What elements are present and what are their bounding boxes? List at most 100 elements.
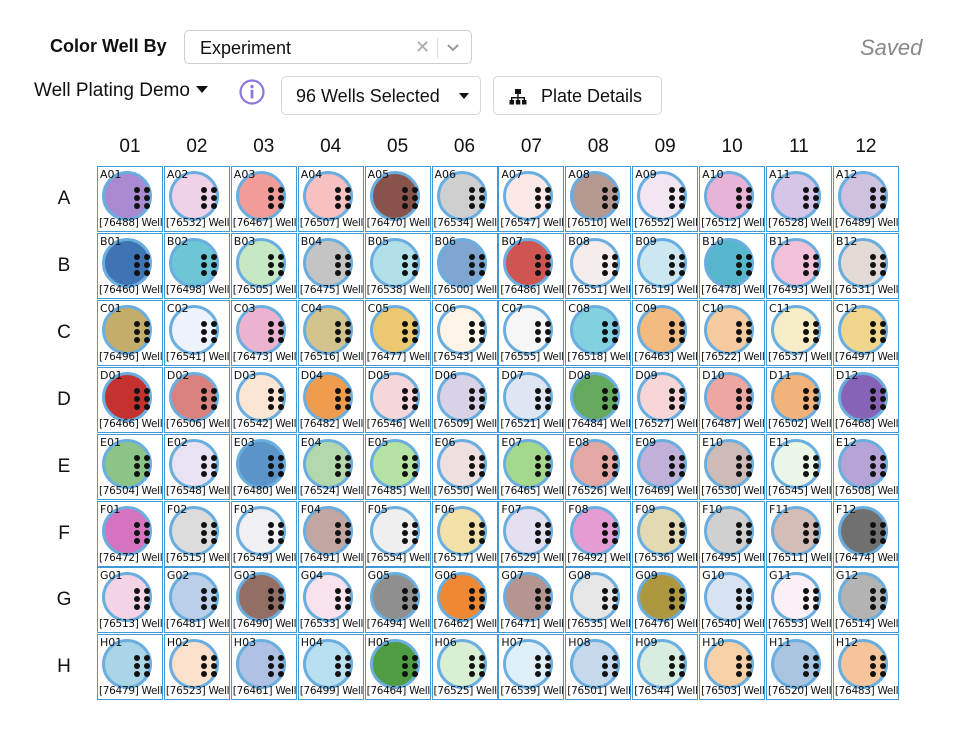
- drag-handle-icon[interactable]: [265, 320, 289, 344]
- well-cell[interactable]: G05 [76494] Well: [364, 567, 431, 634]
- well-cell[interactable]: B03 [76505] Well: [230, 232, 297, 299]
- drag-handle-icon[interactable]: [666, 253, 690, 277]
- well-cell[interactable]: E11 [76545] Well: [766, 433, 832, 500]
- well-cell[interactable]: A12 [76489] Well: [832, 166, 899, 232]
- drag-handle-icon[interactable]: [733, 587, 757, 611]
- well-cell[interactable]: A05 [76470] Well: [364, 166, 431, 232]
- drag-handle-icon[interactable]: [867, 654, 891, 678]
- drag-handle-icon[interactable]: [466, 521, 490, 545]
- well-cell[interactable]: G10 [76540] Well: [699, 567, 766, 634]
- drag-handle-icon[interactable]: [599, 454, 623, 478]
- well-cell[interactable]: E09 [76469] Well: [632, 433, 699, 500]
- well-cell[interactable]: E08 [76526] Well: [565, 433, 632, 500]
- drag-handle-icon[interactable]: [800, 387, 824, 411]
- well-cell[interactable]: F09 [76536] Well: [632, 500, 699, 567]
- well-cell[interactable]: F08 [76492] Well: [565, 500, 632, 567]
- drag-handle-icon[interactable]: [599, 186, 623, 210]
- drag-handle-icon[interactable]: [198, 521, 222, 545]
- drag-handle-icon[interactable]: [399, 387, 423, 411]
- well-cell[interactable]: E12 [76508] Well: [832, 433, 899, 500]
- well-cell[interactable]: E05 [76485] Well: [364, 433, 431, 500]
- well-cell[interactable]: F03 [76549] Well: [230, 500, 297, 567]
- drag-handle-icon[interactable]: [599, 387, 623, 411]
- caret-down-icon[interactable]: [196, 86, 208, 93]
- well-cell[interactable]: A06 [76534] Well: [431, 166, 498, 232]
- well-cell[interactable]: C08 [76518] Well: [565, 299, 632, 366]
- well-cell[interactable]: G12 [76514] Well: [832, 567, 899, 634]
- well-cell[interactable]: F12 [76474] Well: [832, 500, 899, 567]
- well-cell[interactable]: B09 [76519] Well: [632, 232, 699, 299]
- drag-handle-icon[interactable]: [532, 387, 556, 411]
- well-cell[interactable]: H12 [76483] Well: [832, 634, 899, 701]
- drag-handle-icon[interactable]: [532, 521, 556, 545]
- drag-handle-icon[interactable]: [332, 253, 356, 277]
- drag-handle-icon[interactable]: [399, 521, 423, 545]
- well-cell[interactable]: C05 [76477] Well: [364, 299, 431, 366]
- well-cell[interactable]: F02 [76515] Well: [163, 500, 230, 567]
- drag-handle-icon[interactable]: [867, 253, 891, 277]
- well-cell[interactable]: D11 [76502] Well: [766, 366, 832, 433]
- well-cell[interactable]: C12 [76497] Well: [832, 299, 899, 366]
- drag-handle-icon[interactable]: [867, 387, 891, 411]
- drag-handle-icon[interactable]: [733, 320, 757, 344]
- drag-handle-icon[interactable]: [131, 587, 155, 611]
- well-cell[interactable]: D12 [76468] Well: [832, 366, 899, 433]
- well-cell[interactable]: G03 [76490] Well: [230, 567, 297, 634]
- drag-handle-icon[interactable]: [800, 320, 824, 344]
- drag-handle-icon[interactable]: [399, 587, 423, 611]
- drag-handle-icon[interactable]: [198, 320, 222, 344]
- drag-handle-icon[interactable]: [198, 587, 222, 611]
- info-icon[interactable]: [238, 78, 266, 106]
- drag-handle-icon[interactable]: [131, 454, 155, 478]
- well-cell[interactable]: G01 [76513] Well: [97, 567, 163, 634]
- well-cell[interactable]: B12 [76531] Well: [832, 232, 899, 299]
- well-cell[interactable]: H11 [76520] Well: [766, 634, 832, 701]
- drag-handle-icon[interactable]: [867, 521, 891, 545]
- drag-handle-icon[interactable]: [800, 654, 824, 678]
- drag-handle-icon[interactable]: [532, 587, 556, 611]
- well-cell[interactable]: D03 [76542] Well: [230, 366, 297, 433]
- well-cell[interactable]: D08 [76484] Well: [565, 366, 632, 433]
- well-cell[interactable]: A01 [76488] Well: [97, 166, 163, 232]
- drag-handle-icon[interactable]: [733, 654, 757, 678]
- drag-handle-icon[interactable]: [532, 320, 556, 344]
- drag-handle-icon[interactable]: [131, 387, 155, 411]
- well-cell[interactable]: C06 [76543] Well: [431, 299, 498, 366]
- drag-handle-icon[interactable]: [265, 521, 289, 545]
- well-cell[interactable]: G07 [76471] Well: [498, 567, 565, 634]
- drag-handle-icon[interactable]: [733, 186, 757, 210]
- drag-handle-icon[interactable]: [332, 587, 356, 611]
- well-cell[interactable]: G06 [76462] Well: [431, 567, 498, 634]
- well-cell[interactable]: H02 [76523] Well: [163, 634, 230, 701]
- drag-handle-icon[interactable]: [332, 186, 356, 210]
- drag-handle-icon[interactable]: [733, 387, 757, 411]
- well-cell[interactable]: A11 [76528] Well: [766, 166, 832, 232]
- drag-handle-icon[interactable]: [466, 253, 490, 277]
- drag-handle-icon[interactable]: [265, 253, 289, 277]
- drag-handle-icon[interactable]: [733, 454, 757, 478]
- well-cell[interactable]: D09 [76527] Well: [632, 366, 699, 433]
- drag-handle-icon[interactable]: [599, 654, 623, 678]
- drag-handle-icon[interactable]: [399, 186, 423, 210]
- drag-handle-icon[interactable]: [599, 521, 623, 545]
- drag-handle-icon[interactable]: [532, 253, 556, 277]
- well-cell[interactable]: F06 [76517] Well: [431, 500, 498, 567]
- well-cell[interactable]: A08 [76510] Well: [565, 166, 632, 232]
- well-cell[interactable]: B08 [76551] Well: [565, 232, 632, 299]
- well-cell[interactable]: E10 [76530] Well: [699, 433, 766, 500]
- plate-details-button[interactable]: Plate Details: [493, 76, 662, 115]
- well-cell[interactable]: C04 [76516] Well: [297, 299, 364, 366]
- drag-handle-icon[interactable]: [599, 253, 623, 277]
- well-cell[interactable]: C10 [76522] Well: [699, 299, 766, 366]
- drag-handle-icon[interactable]: [466, 186, 490, 210]
- drag-handle-icon[interactable]: [800, 454, 824, 478]
- drag-handle-icon[interactable]: [332, 387, 356, 411]
- drag-handle-icon[interactable]: [131, 253, 155, 277]
- drag-handle-icon[interactable]: [800, 253, 824, 277]
- drag-handle-icon[interactable]: [332, 521, 356, 545]
- drag-handle-icon[interactable]: [599, 320, 623, 344]
- drag-handle-icon[interactable]: [532, 454, 556, 478]
- drag-handle-icon[interactable]: [599, 587, 623, 611]
- drag-handle-icon[interactable]: [198, 186, 222, 210]
- well-cell[interactable]: F04 [76491] Well: [297, 500, 364, 567]
